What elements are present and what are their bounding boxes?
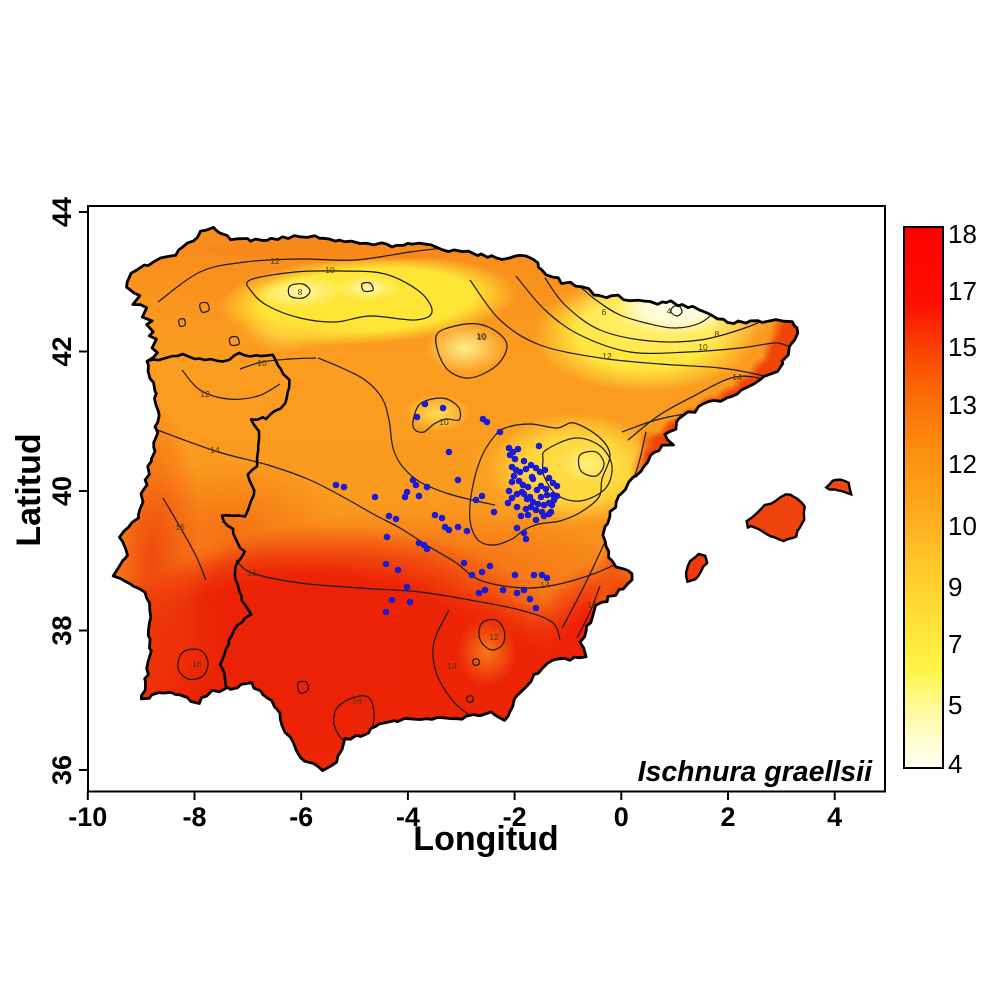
svg-text:Ischnura graellsii: Ischnura graellsii <box>638 756 874 788</box>
svg-text:14: 14 <box>210 445 220 455</box>
svg-text:10: 10 <box>698 342 708 352</box>
svg-text:12: 12 <box>602 351 612 361</box>
svg-text:4: 4 <box>948 749 962 779</box>
svg-text:14: 14 <box>540 580 550 590</box>
svg-text:40: 40 <box>47 476 77 506</box>
svg-text:-4: -4 <box>396 802 420 832</box>
svg-text:18: 18 <box>948 219 977 249</box>
svg-text:12: 12 <box>270 256 280 266</box>
svg-text:14: 14 <box>732 372 742 382</box>
svg-text:-6: -6 <box>289 802 313 832</box>
svg-text:10: 10 <box>257 358 267 368</box>
svg-text:38: 38 <box>47 615 77 645</box>
svg-text:8: 8 <box>715 329 720 339</box>
svg-text:10: 10 <box>476 331 486 341</box>
svg-text:8: 8 <box>298 287 303 297</box>
svg-text:-10: -10 <box>68 802 107 832</box>
svg-text:42: 42 <box>47 336 77 366</box>
svg-text:6: 6 <box>602 307 607 317</box>
svg-text:10: 10 <box>477 332 487 342</box>
svg-text:Latitud: Latitud <box>10 433 48 546</box>
svg-text:16: 16 <box>587 600 597 610</box>
svg-text:12: 12 <box>489 632 499 642</box>
svg-text:7: 7 <box>948 629 962 659</box>
svg-text:12: 12 <box>948 449 977 479</box>
svg-text:0: 0 <box>614 802 629 832</box>
svg-text:44: 44 <box>47 197 77 227</box>
svg-text:10: 10 <box>325 265 335 275</box>
svg-text:4: 4 <box>827 802 842 832</box>
svg-text:Longitud: Longitud <box>413 820 558 858</box>
svg-text:10: 10 <box>439 417 449 427</box>
svg-text:-2: -2 <box>503 802 527 832</box>
svg-text:17: 17 <box>948 276 977 306</box>
svg-text:5: 5 <box>948 690 962 720</box>
svg-text:15: 15 <box>948 332 977 362</box>
svg-text:4: 4 <box>667 306 672 316</box>
svg-text:10: 10 <box>948 511 977 541</box>
svg-text:16: 16 <box>175 522 185 532</box>
svg-text:14: 14 <box>447 661 457 671</box>
svg-text:-8: -8 <box>182 802 206 832</box>
svg-text:2: 2 <box>720 802 735 832</box>
svg-text:16: 16 <box>352 696 362 706</box>
svg-text:36: 36 <box>47 755 77 785</box>
svg-text:12: 12 <box>200 389 210 399</box>
svg-text:9: 9 <box>948 572 962 602</box>
svg-text:16: 16 <box>192 659 202 669</box>
svg-text:13: 13 <box>948 390 977 420</box>
svg-text:16: 16 <box>247 568 257 578</box>
